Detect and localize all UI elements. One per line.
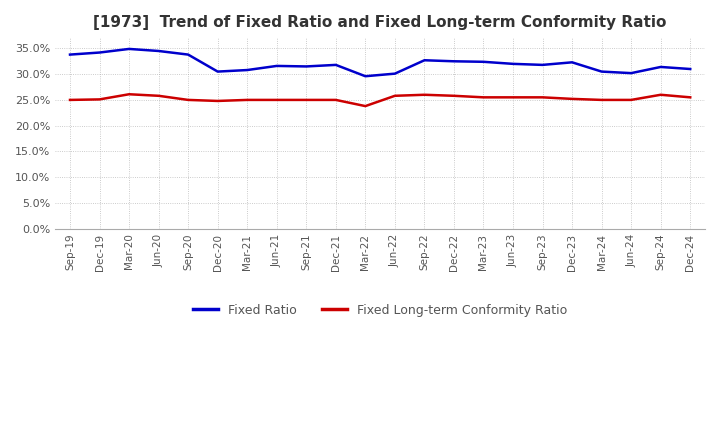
Fixed Ratio [509, 61, 518, 66]
Fixed Long-term Conformity Ratio [568, 96, 577, 102]
Fixed Long-term Conformity Ratio [154, 93, 163, 99]
Line: Fixed Long-term Conformity Ratio: Fixed Long-term Conformity Ratio [70, 94, 690, 106]
Line: Fixed Ratio: Fixed Ratio [70, 49, 690, 76]
Fixed Ratio [272, 63, 281, 69]
Fixed Ratio [598, 69, 606, 74]
Fixed Long-term Conformity Ratio [95, 97, 104, 102]
Fixed Ratio [331, 62, 340, 67]
Fixed Ratio [361, 73, 369, 79]
Fixed Ratio [539, 62, 547, 67]
Fixed Ratio [420, 58, 428, 63]
Fixed Ratio [302, 64, 310, 69]
Fixed Ratio [449, 59, 458, 64]
Fixed Long-term Conformity Ratio [125, 92, 133, 97]
Fixed Long-term Conformity Ratio [627, 97, 636, 103]
Fixed Long-term Conformity Ratio [390, 93, 399, 99]
Fixed Ratio [184, 52, 192, 57]
Fixed Ratio [568, 60, 577, 65]
Fixed Long-term Conformity Ratio [657, 92, 665, 97]
Fixed Ratio [213, 69, 222, 74]
Fixed Ratio [480, 59, 488, 64]
Title: [1973]  Trend of Fixed Ratio and Fixed Long-term Conformity Ratio: [1973] Trend of Fixed Ratio and Fixed Lo… [94, 15, 667, 30]
Fixed Long-term Conformity Ratio [420, 92, 428, 97]
Fixed Ratio [390, 71, 399, 76]
Fixed Ratio [66, 52, 74, 57]
Fixed Ratio [95, 50, 104, 55]
Fixed Long-term Conformity Ratio [509, 95, 518, 100]
Fixed Ratio [686, 66, 695, 72]
Fixed Ratio [154, 48, 163, 54]
Fixed Long-term Conformity Ratio [331, 97, 340, 103]
Fixed Long-term Conformity Ratio [213, 98, 222, 103]
Fixed Long-term Conformity Ratio [272, 97, 281, 103]
Fixed Long-term Conformity Ratio [686, 95, 695, 100]
Fixed Long-term Conformity Ratio [66, 97, 74, 103]
Fixed Long-term Conformity Ratio [184, 97, 192, 103]
Fixed Ratio [243, 67, 251, 73]
Fixed Long-term Conformity Ratio [302, 97, 310, 103]
Fixed Long-term Conformity Ratio [598, 97, 606, 103]
Fixed Long-term Conformity Ratio [449, 93, 458, 99]
Fixed Long-term Conformity Ratio [243, 97, 251, 103]
Fixed Long-term Conformity Ratio [480, 95, 488, 100]
Fixed Ratio [657, 64, 665, 70]
Fixed Ratio [627, 70, 636, 76]
Fixed Ratio [125, 46, 133, 51]
Fixed Long-term Conformity Ratio [361, 103, 369, 109]
Legend: Fixed Ratio, Fixed Long-term Conformity Ratio: Fixed Ratio, Fixed Long-term Conformity … [188, 298, 572, 322]
Fixed Long-term Conformity Ratio [539, 95, 547, 100]
